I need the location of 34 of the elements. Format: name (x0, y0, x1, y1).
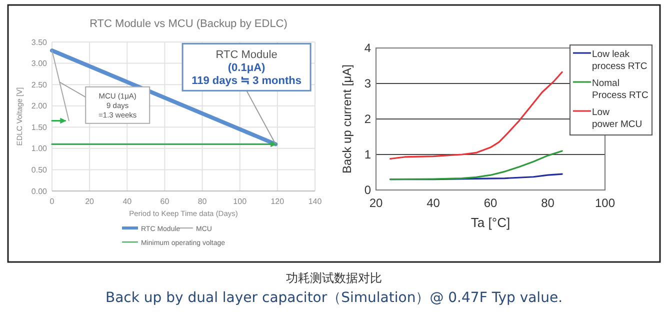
legend-label: Low power MCU (592, 107, 642, 130)
x-tick-label: 40 (122, 197, 132, 206)
x-tick-label: 80 (198, 197, 208, 206)
y-tick-label: 2 (364, 112, 372, 126)
x-tick-label: 60 (160, 197, 170, 206)
x-tick-label: 140 (308, 197, 322, 206)
x-tick-label: 0 (50, 197, 55, 206)
text: 功耗测试数据对比 (286, 271, 382, 285)
legend-label: Nomal Process RTC (592, 78, 648, 101)
y-tick-label: 0.00 (31, 186, 48, 196)
y-tick-label: 3 (364, 76, 372, 91)
y-tick-label: 1 (364, 148, 372, 162)
y-tick-label: 1.00 (31, 144, 48, 154)
x-axis-title: Ta [°C] (470, 215, 510, 230)
y-tick-label: 2.50 (31, 80, 48, 90)
y-axis-title: Back up current [μA] (340, 64, 354, 174)
y-tick-label: 0.50 (31, 166, 48, 175)
x-tick-label: 60 (484, 196, 498, 210)
y-tick-label: 3.00 (31, 59, 48, 68)
x-tick-label: 20 (369, 196, 383, 210)
y-tick-label: 1.50 (31, 122, 48, 132)
chart-title: RTC Module vs MCU (Backup by EDLC) (90, 18, 288, 30)
y-tick-label: 2.00 (31, 102, 48, 111)
legend-label: Low leak process RTC (592, 49, 648, 72)
x-tick-label: 100 (594, 196, 616, 210)
x-tick-label: 80 (541, 196, 555, 210)
x-tick-label: 100 (233, 197, 248, 206)
y-tick-label: 4 (364, 41, 372, 56)
y-tick-label: 3.50 (31, 38, 48, 47)
x-tick-label: 20 (85, 197, 95, 206)
x-tick-label: 120 (270, 197, 285, 206)
text: Back up by dual layer capacitor（Simulation）@ 0.47F Typ value. (105, 290, 563, 306)
annotation: RTC Module (0.1μA) 119 days ≒ 3 months (192, 49, 302, 88)
x-tick-label: 40 (426, 196, 440, 210)
